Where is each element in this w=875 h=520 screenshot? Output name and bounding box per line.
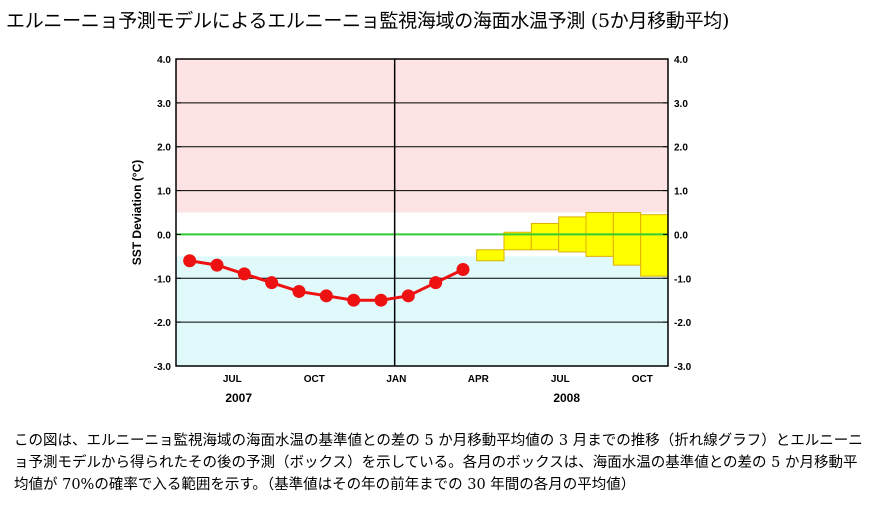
x-year-label: 2008: [553, 391, 580, 405]
observed-point: [456, 263, 470, 277]
x-month-label: JAN: [386, 374, 406, 385]
y-tick-label-left: -1.0: [154, 274, 172, 285]
observed-point: [347, 293, 361, 307]
y-tick-label-left: 0.0: [157, 230, 171, 241]
y-tick-label-right: 4.0: [674, 55, 688, 66]
y-tick-label-left: 4.0: [157, 55, 171, 66]
observed-point: [183, 254, 197, 268]
observed-point: [237, 267, 251, 281]
y-tick-label-right: 3.0: [674, 99, 688, 110]
x-month-label: APR: [468, 374, 490, 385]
y-tick-label-right: -1.0: [674, 274, 692, 285]
observed-point: [401, 289, 415, 303]
plot-frame: [175, 58, 669, 367]
observed-point: [210, 258, 224, 272]
observed-point: [319, 289, 333, 303]
y-tick-label-left: 1.0: [157, 187, 171, 198]
observed-point: [265, 276, 279, 290]
y-tick-label-right: -2.0: [674, 318, 692, 329]
forecast-box: [612, 212, 642, 266]
y-axis-title: SST Deviation (°C): [130, 160, 144, 265]
x-month-label: JUL: [551, 374, 570, 385]
observed-point: [429, 276, 443, 290]
warm-band: [176, 59, 668, 213]
x-month-label: JUL: [223, 374, 242, 385]
y-tick-label-right: -3.0: [674, 362, 692, 373]
chart-caption: この図は、エルニーニョ監視海域の海面水温の基準値との差の 5 か月移動平均値の …: [14, 433, 863, 493]
observed-point: [292, 284, 306, 298]
x-month-label: OCT: [304, 374, 325, 385]
page-title: エルニーニョ予測モデルによるエルニーニョ監視海域の海面水温予測 (5か月移動平均…: [6, 10, 730, 32]
forecast-box: [640, 214, 669, 277]
y-tick-label-left: -2.0: [154, 318, 172, 329]
y-tick-label-right: 2.0: [674, 143, 688, 154]
cold-band: [176, 256, 668, 366]
y-tick-label-right: 0.0: [674, 230, 688, 241]
forecast-box: [530, 222, 560, 251]
x-month-label: OCT: [632, 374, 653, 385]
y-tick-label-right: 1.0: [674, 187, 688, 198]
x-year-label: 2007: [225, 391, 252, 405]
y-tick-label-left: 2.0: [157, 143, 171, 154]
sst-forecast-chart: 4.0 4.0 3.0 3.0 2.0 2.0 1.0 1.0 0.0 0.0 -1.0 -1.0 -2…: [130, 55, 692, 405]
y-tick-label-left: -3.0: [154, 362, 172, 373]
y-tick-label-left: 3.0: [157, 99, 171, 110]
forecast-box: [476, 249, 505, 262]
observed-point: [374, 293, 388, 307]
